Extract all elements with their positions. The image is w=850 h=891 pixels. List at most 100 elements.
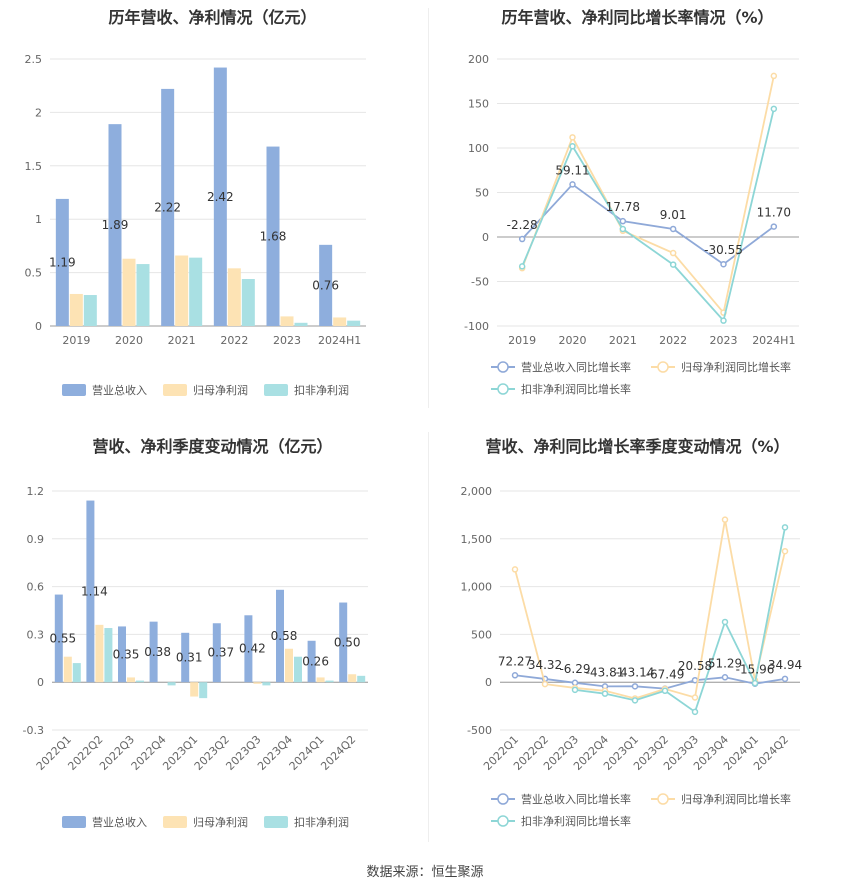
x-tick-label: 2021 <box>168 334 196 347</box>
data-point <box>569 134 576 141</box>
data-point <box>720 260 727 268</box>
legend-marker <box>497 383 509 395</box>
bar <box>276 589 284 683</box>
x-tick-label: 2023 <box>710 334 738 347</box>
data-label: 0.37 <box>207 646 234 660</box>
chart-title: 营收、净利同比增长率季度变动情况（%） <box>485 437 790 456</box>
bar <box>325 680 334 683</box>
data-label: 51.29 <box>708 656 742 670</box>
data-label: 0.76 <box>312 278 339 292</box>
bar <box>122 258 136 326</box>
legend-swatch <box>264 816 288 828</box>
legend-swatch <box>163 384 187 396</box>
bar <box>307 640 316 683</box>
data-label: 0.42 <box>239 642 266 656</box>
data-point <box>511 672 519 679</box>
data-point <box>781 524 789 531</box>
bar <box>339 602 348 683</box>
data-point <box>781 675 789 683</box>
series-line <box>514 674 786 690</box>
chart-title: 历年营收、净利情况（亿元） <box>108 8 317 27</box>
bar <box>294 322 308 326</box>
x-tick-label: 2023 <box>273 334 301 347</box>
data-label: 0.58 <box>271 629 298 643</box>
data-point <box>571 686 579 694</box>
bar <box>199 682 208 699</box>
data-point <box>770 72 778 80</box>
bar <box>241 279 255 326</box>
y-tick-label: 2,000 <box>461 485 493 498</box>
legend-label: 营业总收入 <box>92 383 147 397</box>
data-point <box>571 679 579 687</box>
data-label: 0.50 <box>334 635 361 649</box>
legend-swatch <box>264 384 288 396</box>
data-point <box>669 225 677 233</box>
bar <box>54 594 63 683</box>
data-label: 9.01 <box>660 208 687 222</box>
y-tick-label: -0.3 <box>23 724 44 737</box>
bar <box>294 656 302 683</box>
data-point <box>619 225 627 233</box>
data-label: 0.35 <box>113 647 140 661</box>
y-tick-label: 0.5 <box>25 267 43 280</box>
legend-label: 归母净利润 <box>193 383 248 397</box>
y-tick-label: 0.9 <box>27 533 45 546</box>
data-point <box>619 217 627 225</box>
y-tick-label: 1 <box>35 213 42 226</box>
bar <box>181 632 190 683</box>
data-label: 2.22 <box>154 200 181 214</box>
data-label: 34.94 <box>768 658 802 672</box>
bar <box>127 677 135 683</box>
x-tick-label: 2020 <box>115 334 143 347</box>
bar <box>149 621 158 683</box>
data-label: 20.58 <box>678 659 712 673</box>
bar <box>213 67 227 326</box>
data-label: 0.55 <box>49 631 76 645</box>
data-point <box>631 697 639 704</box>
legend-label: 营业总收入同比增长率 <box>521 360 631 374</box>
bar <box>280 316 294 326</box>
data-label: 0.31 <box>176 651 203 665</box>
data-point <box>631 683 639 690</box>
data-point <box>781 547 789 555</box>
annual-growth-panel: 历年营收、净利同比增长率情况（%） -100 -50 0 50 100 150 200 201… <box>425 0 850 410</box>
data-point <box>518 263 526 270</box>
data-point <box>691 694 699 701</box>
data-point <box>751 679 759 687</box>
legend-label: 营业总收入同比增长率 <box>521 792 631 806</box>
y-tick-label: 200 <box>468 53 489 66</box>
series-line <box>521 183 775 266</box>
data-label: 17.78 <box>606 200 640 214</box>
data-point <box>669 261 677 268</box>
data-label: 11.70 <box>757 206 791 220</box>
data-label: 1.19 <box>49 255 76 269</box>
y-tick-label: 50 <box>475 187 489 200</box>
annual-growth-chart: -100 -50 0 50 100 150 200 2019 2020 2021 2022 2023 2… <box>464 53 799 396</box>
y-tick-label: 150 <box>468 98 489 111</box>
data-point <box>770 223 778 230</box>
data-label: -30.55 <box>704 243 743 257</box>
x-tick-label: 2022 <box>659 334 687 347</box>
bar <box>319 244 333 326</box>
data-label: -15.96 <box>736 663 775 677</box>
bar <box>136 680 144 683</box>
legend-marker <box>657 793 669 805</box>
data-label: 34.32 <box>528 658 562 672</box>
x-tick-label: 2024H1 <box>318 334 361 347</box>
y-tick-label: 500 <box>471 628 492 641</box>
data-label: -43.14 <box>616 665 655 679</box>
y-tick-label: 0 <box>482 231 489 244</box>
data-label: -43.81 <box>586 665 625 679</box>
data-point <box>721 516 729 523</box>
bar <box>189 257 203 326</box>
bar <box>167 682 176 686</box>
legend-marker <box>657 361 669 373</box>
data-point <box>721 674 729 681</box>
bar <box>69 293 83 326</box>
data-point <box>721 618 729 626</box>
y-tick-label: 1,000 <box>461 581 493 594</box>
y-tick-label: 0 <box>485 676 492 689</box>
quarterly-growth-chart: -50005001,0001,5002,0002022Q12022Q22022Q… <box>461 485 803 828</box>
bar <box>333 317 347 326</box>
x-tick-label: 2022 <box>220 334 248 347</box>
